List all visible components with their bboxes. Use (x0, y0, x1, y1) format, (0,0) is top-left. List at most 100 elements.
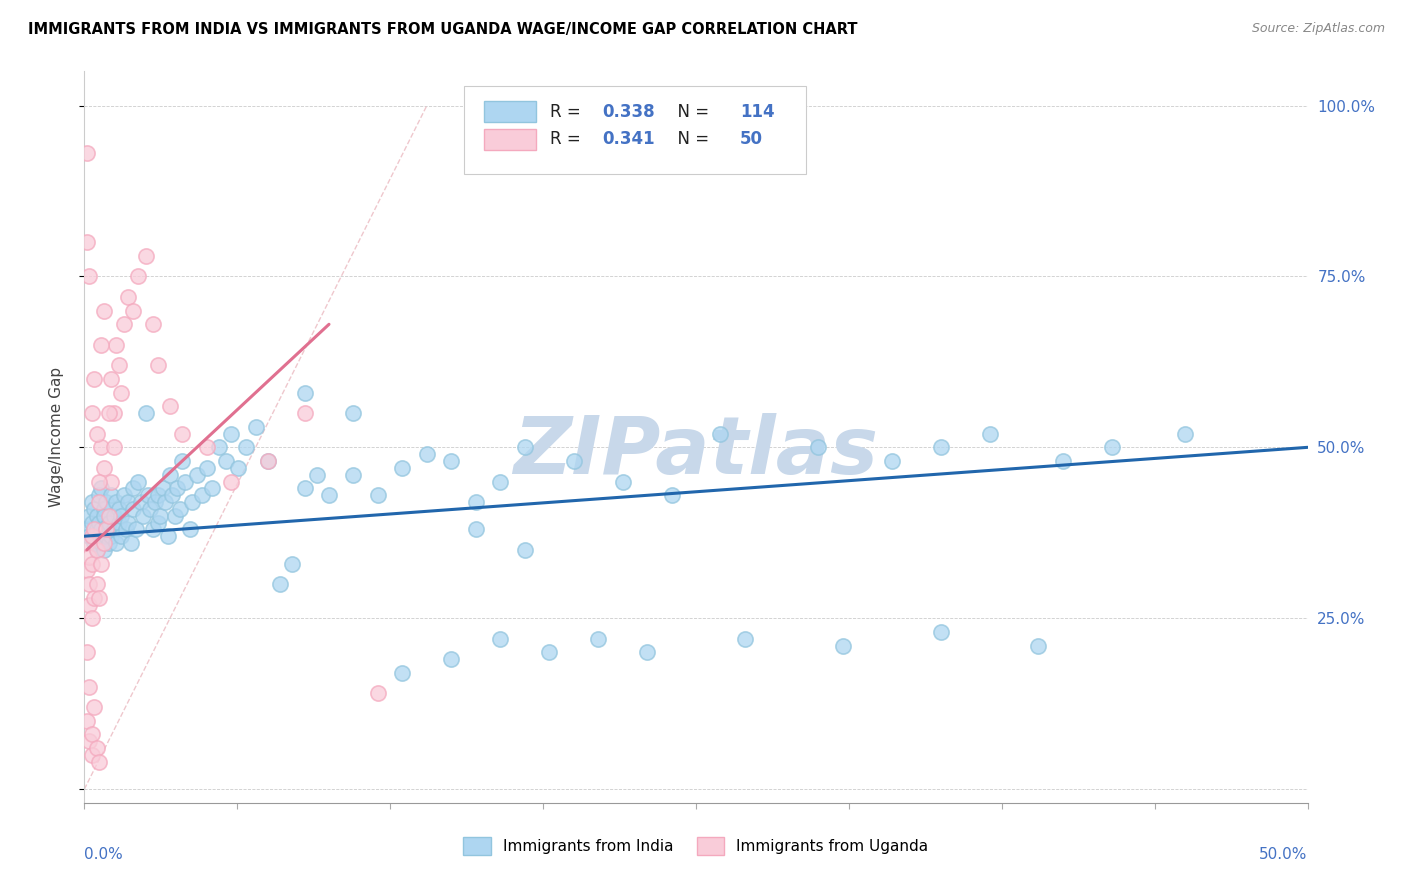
Point (80, 529, 103, 543)
Point (93, 303, 115, 318)
Text: N =: N = (666, 103, 714, 120)
Point (661, 488, 683, 502)
Point (76, 536, 98, 550)
Point (391, 460, 413, 475)
Point (440, 652, 463, 666)
Point (831, 639, 853, 653)
Text: 0.338: 0.338 (602, 103, 654, 120)
Point (76, 714, 98, 728)
Point (208, 440, 231, 454)
Point (100, 372, 122, 386)
Point (90, 522, 112, 536)
Point (228, 460, 250, 475)
Point (117, 516, 139, 530)
Point (162, 488, 184, 502)
Point (149, 508, 172, 523)
Point (146, 516, 169, 530)
Text: 114: 114 (740, 103, 775, 120)
Text: ZIPatlas: ZIPatlas (513, 413, 879, 491)
Point (97, 516, 120, 530)
FancyBboxPatch shape (464, 86, 806, 174)
Point (153, 495, 176, 509)
Point (120, 536, 142, 550)
Point (76, 563, 98, 577)
Point (90, 440, 112, 454)
Point (77, 508, 100, 523)
Point (129, 495, 152, 509)
Point (100, 475, 122, 489)
Point (235, 440, 257, 454)
Point (103, 406, 125, 420)
Point (538, 645, 561, 659)
Text: IMMIGRANTS FROM INDIA VS IMMIGRANTS FROM UGANDA WAGE/INCOME GAP CORRELATION CHAR: IMMIGRANTS FROM INDIA VS IMMIGRANTS FROM… (28, 22, 858, 37)
Point (1101, 440, 1123, 454)
Point (83, 501, 105, 516)
Legend: Immigrants from India, Immigrants from Uganda: Immigrants from India, Immigrants from U… (457, 831, 935, 861)
Point (86, 508, 108, 523)
Point (100, 488, 122, 502)
Point (562, 454, 585, 468)
Point (135, 406, 157, 420)
Point (929, 440, 952, 454)
Point (96, 495, 118, 509)
Point (489, 475, 512, 489)
Point (83, 372, 105, 386)
Point (636, 645, 658, 659)
Point (440, 454, 463, 468)
Point (219, 475, 242, 489)
Point (105, 495, 128, 509)
Point (156, 529, 179, 543)
Text: 0.341: 0.341 (602, 130, 654, 148)
Point (76, 235, 98, 250)
Point (107, 516, 129, 530)
Point (96, 529, 118, 543)
Point (179, 522, 201, 536)
Point (342, 467, 364, 482)
Point (929, 624, 952, 639)
Point (110, 529, 132, 543)
Point (269, 577, 291, 591)
Point (391, 665, 413, 680)
Point (257, 454, 280, 468)
Point (90, 338, 112, 352)
Point (181, 495, 204, 509)
Point (186, 467, 208, 482)
Point (342, 406, 364, 420)
Text: 50: 50 (740, 130, 763, 148)
Point (86, 542, 108, 557)
Point (281, 557, 304, 571)
Text: 0.0%: 0.0% (84, 847, 124, 862)
Point (87, 755, 110, 769)
Point (146, 359, 169, 373)
Point (87, 475, 110, 489)
Point (136, 488, 159, 502)
Point (83, 522, 105, 536)
Text: N =: N = (666, 130, 714, 148)
Point (173, 475, 195, 489)
Point (86, 542, 108, 557)
Point (80, 747, 103, 762)
Point (464, 522, 486, 536)
Point (115, 522, 138, 536)
Point (159, 400, 181, 414)
Point (142, 318, 165, 332)
Point (97, 536, 120, 550)
Text: R =: R = (550, 130, 586, 148)
Point (80, 495, 103, 509)
Point (122, 303, 145, 318)
Point (367, 686, 389, 700)
Point (159, 467, 181, 482)
Point (97, 508, 120, 523)
Point (77, 529, 100, 543)
Point (586, 632, 609, 646)
Point (87, 516, 110, 530)
Point (105, 338, 128, 352)
Point (87, 488, 110, 502)
Point (146, 488, 169, 502)
Point (97, 522, 120, 536)
Point (709, 426, 731, 441)
Point (1174, 426, 1197, 441)
Point (215, 454, 238, 468)
Point (132, 508, 155, 523)
Point (80, 727, 103, 741)
